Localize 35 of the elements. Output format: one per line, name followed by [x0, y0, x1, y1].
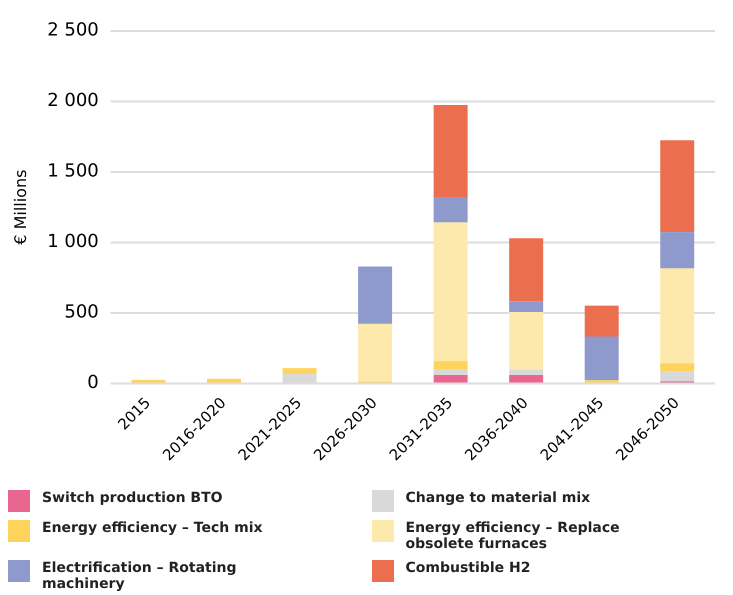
- legend-label: Switch production BTO: [42, 490, 223, 506]
- bar: [358, 324, 392, 382]
- bar: [660, 232, 694, 268]
- y-axis-title: € Millions: [10, 170, 30, 245]
- legend-label: Combustible H2: [406, 560, 530, 576]
- y-tick-label: 500: [64, 302, 99, 323]
- legend-label: Electrification – Rotating machinery: [42, 560, 238, 592]
- y-tick-label: 2 500: [47, 19, 99, 40]
- bar: [207, 378, 242, 382]
- bar: [434, 374, 468, 382]
- bar: [660, 268, 694, 364]
- legend-label: Energy efficiency – Replace obsolete furnaces: [406, 520, 621, 552]
- bar: [509, 370, 544, 375]
- bar: [509, 312, 544, 370]
- bar: [660, 363, 694, 372]
- bar: [434, 105, 468, 198]
- bar: [358, 266, 392, 324]
- bar: [434, 222, 468, 362]
- y-tick-label: 1 500: [47, 160, 99, 182]
- bar: [434, 370, 468, 375]
- legend-label: Energy efficiency – Tech mix: [42, 520, 263, 536]
- y-tick-label: 1 000: [47, 231, 99, 252]
- bar: [584, 306, 619, 336]
- y-tick-label: 2 000: [47, 90, 99, 112]
- bar: [509, 301, 544, 312]
- bar: [660, 140, 694, 232]
- bar: [434, 198, 468, 222]
- bar: [509, 238, 544, 302]
- y-tick-label: 0: [87, 372, 99, 394]
- bar: [584, 336, 619, 380]
- bar: [509, 374, 544, 382]
- bar: [434, 361, 468, 370]
- legend-label: Change to material mix: [406, 490, 590, 506]
- bar: [132, 380, 166, 382]
- bar: [282, 368, 317, 374]
